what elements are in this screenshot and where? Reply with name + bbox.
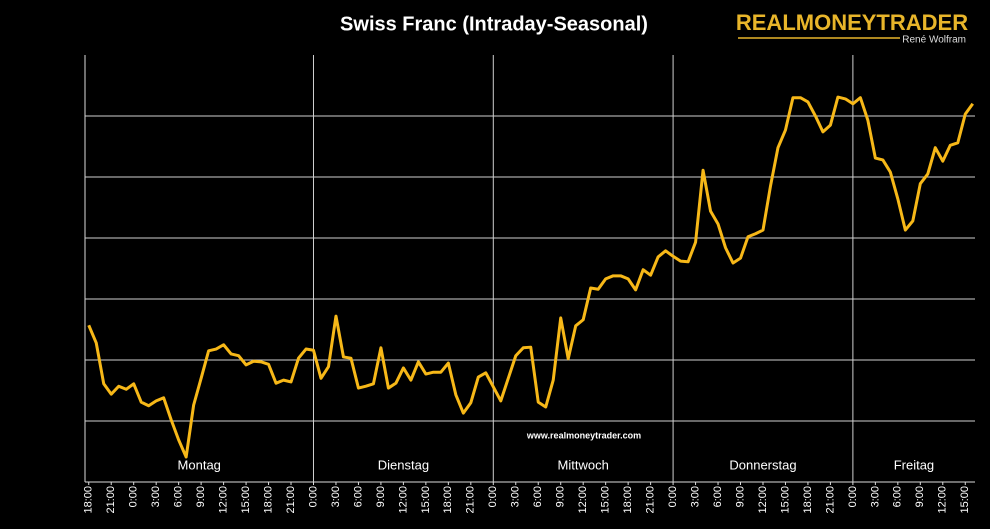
x-tick-label: 0:00 — [128, 486, 140, 507]
x-tick-label: 0:00 — [667, 486, 679, 507]
x-tick-label: 9:00 — [734, 486, 746, 507]
x-tick-label: 12:00 — [397, 486, 409, 514]
chart-title: Swiss Franc (Intraday-Seasonal) — [340, 13, 648, 35]
x-tick-label: 6:00 — [532, 486, 544, 507]
x-tick-label: 18:00 — [262, 486, 274, 514]
day-label: Donnerstag — [729, 457, 796, 472]
x-tick-label: 15:00 — [779, 486, 791, 514]
x-tick-label: 0:00 — [487, 486, 499, 507]
day-label: Freitag — [894, 457, 934, 472]
x-tick-label: 12:00 — [757, 486, 769, 514]
day-label: Montag — [178, 457, 221, 472]
x-tick-label: 15:00 — [240, 486, 252, 514]
plot-area: Montag Dienstag Mittwoch Donnerstag Freitag1… — [83, 55, 975, 514]
x-tick-label: 9:00 — [914, 486, 926, 507]
x-tick-label: 6:00 — [892, 486, 904, 507]
logo-author: René Wolfram — [902, 35, 966, 46]
x-tick-label: 21:00 — [105, 486, 117, 514]
x-tick-label: 18:00 — [83, 486, 95, 514]
x-tick-label: 9:00 — [195, 486, 207, 507]
x-tick-label: 18:00 — [802, 486, 814, 514]
x-tick-label: 18:00 — [442, 486, 454, 514]
x-tick-label: 3:00 — [150, 486, 162, 507]
x-tick-label: 12:00 — [937, 486, 949, 514]
x-tick-label: 12:00 — [218, 486, 230, 514]
x-tick-label: 3:00 — [869, 486, 881, 507]
x-tick-label: 21:00 — [824, 486, 836, 514]
day-label: Dienstag — [378, 457, 429, 472]
x-tick-label: 6:00 — [352, 486, 364, 507]
x-tick-label: 21:00 — [465, 486, 477, 514]
x-tick-label: 21:00 — [285, 486, 297, 514]
x-tick-label: 12:00 — [577, 486, 589, 514]
x-tick-label: 18:00 — [622, 486, 634, 514]
x-tick-label: 3:00 — [330, 486, 342, 507]
x-tick-label: 9:00 — [375, 486, 387, 507]
x-tick-label: 15:00 — [600, 486, 612, 514]
watermark: www.realmoneytrader.com — [526, 430, 641, 440]
x-tick-label: 0:00 — [307, 486, 319, 507]
x-tick-label: 15:00 — [420, 486, 432, 514]
x-tick-label: 15:00 — [959, 486, 971, 514]
x-tick-label: 3:00 — [689, 486, 701, 507]
x-tick-label: 6:00 — [712, 486, 724, 507]
x-tick-label: 21:00 — [645, 486, 657, 514]
x-tick-label: 3:00 — [510, 486, 522, 507]
x-tick-label: 0:00 — [847, 486, 859, 507]
data-line — [87, 95, 974, 459]
day-label: Mittwoch — [558, 457, 609, 472]
x-tick-label: 6:00 — [173, 486, 185, 507]
logo-name: REALMONEYTRADER — [736, 10, 968, 35]
x-tick-label: 9:00 — [555, 486, 567, 507]
